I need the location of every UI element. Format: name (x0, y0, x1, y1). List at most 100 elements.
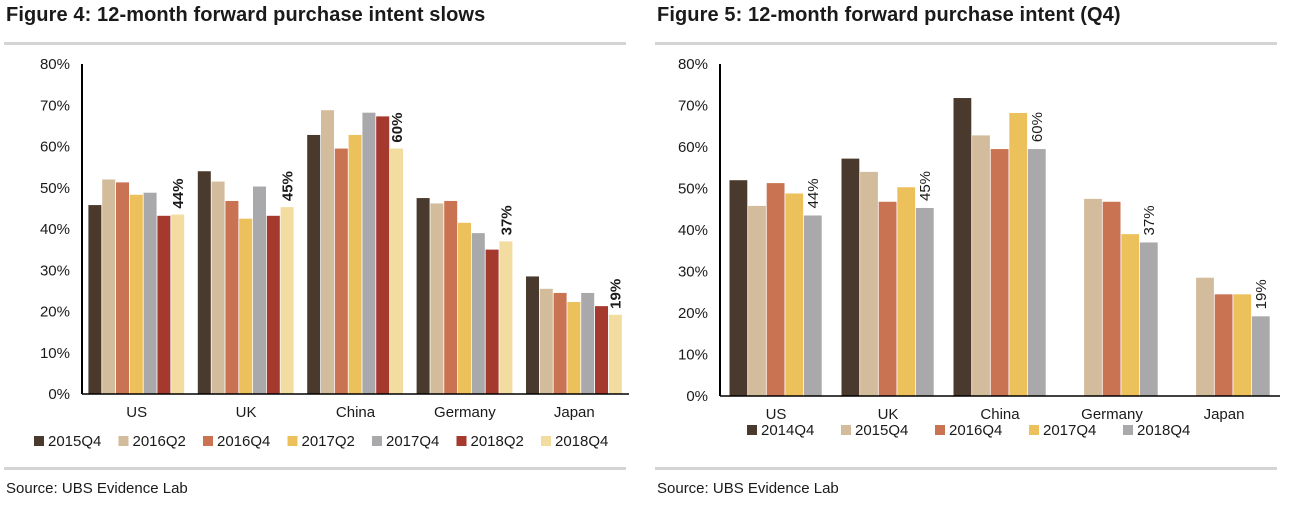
category-label: Germany (1081, 406, 1143, 423)
figure-5-source: Source: UBS Evidence Lab (657, 480, 839, 497)
legend-swatch (456, 436, 467, 446)
legend-swatch (841, 425, 851, 435)
data-label: 44% (170, 179, 187, 209)
legend-swatch (1123, 425, 1133, 435)
bar-2018Q4-US (171, 214, 185, 394)
legend-swatch (118, 436, 129, 446)
y-tick-label: 0% (686, 388, 708, 405)
y-tick-label: 30% (678, 264, 708, 281)
legend-label: 2014Q4 (761, 422, 814, 439)
y-tick-label: 60% (40, 139, 70, 156)
bar-2016Q2-US (102, 179, 116, 394)
legend-label: 2017Q4 (1043, 422, 1096, 439)
category-label: US (766, 406, 787, 423)
bar-2018Q4-China (1027, 149, 1046, 396)
bar-2015Q4-Germany (1084, 198, 1102, 396)
bar-2016Q2-Japan (539, 288, 553, 394)
legend-label: 2017Q4 (386, 433, 439, 450)
category-label: China (980, 406, 1020, 423)
y-tick-label: 40% (678, 222, 708, 239)
bar-2017Q2-Japan (567, 302, 581, 394)
legend-label: 2015Q4 (48, 433, 101, 450)
bar-2017Q4-Japan (581, 292, 595, 394)
y-tick-label: 70% (678, 98, 708, 115)
figure-4-source: Source: UBS Evidence Lab (6, 480, 188, 497)
bar-2016Q4-US (766, 183, 785, 396)
figure-4-bottom-rule (4, 467, 626, 470)
bar-2017Q4-Germany (471, 233, 485, 394)
bar-2016Q4-Japan (553, 292, 567, 394)
bar-2014Q4-China (953, 98, 972, 396)
bar-2016Q2-UK (211, 181, 225, 394)
figure-5-title: Figure 5: 12-month forward purchase inte… (657, 4, 1121, 26)
figure-4-title: Figure 4: 12-month forward purchase inte… (6, 4, 486, 26)
bar-2015Q4-China (972, 135, 990, 396)
y-tick-label: 20% (40, 304, 70, 321)
data-label: 60% (389, 113, 406, 143)
bar-2017Q4-UK (253, 186, 266, 394)
bar-2017Q4-China (362, 112, 376, 395)
bar-2016Q4-Germany (444, 200, 458, 394)
y-tick-label: 70% (40, 97, 70, 114)
y-tick-label: 80% (678, 56, 708, 73)
bar-2018Q4-Germany (499, 241, 513, 394)
figure-5-top-rule (655, 42, 1277, 45)
bar-2018Q4-UK (915, 208, 934, 396)
y-tick-label: 10% (678, 347, 708, 364)
bar-2018Q2-Germany (485, 249, 499, 394)
bar-2018Q2-China (376, 116, 390, 394)
bar-2017Q4-Germany (1121, 234, 1140, 396)
figure-4-panel: Figure 4: 12-month forward purchase inte… (4, 0, 629, 513)
bar-2017Q4-China (1009, 112, 1028, 396)
bar-2016Q4-China (334, 148, 348, 394)
data-label: 45% (917, 171, 934, 201)
bar-2017Q2-US (129, 194, 143, 394)
figure-4-chart: 0% 10% 20% 30% 40% 50% 60% 70% 80% 44% 45% 60% 37% 19… (34, 56, 629, 450)
legend-label: 2017Q2 (302, 433, 355, 450)
legend-swatch (935, 425, 945, 435)
legend-swatch (747, 425, 757, 435)
legend-swatch (203, 436, 213, 446)
bar-2018Q4-UK (280, 207, 294, 394)
category-label: Germany (434, 404, 496, 421)
bar-2018Q4-Japan (608, 314, 622, 394)
bar-2014Q4-US (729, 180, 748, 396)
data-label: 37% (498, 205, 515, 235)
data-label: 60% (1029, 112, 1046, 142)
category-label: Japan (554, 404, 595, 421)
bar-2015Q4-UK (197, 171, 211, 394)
data-label: 19% (1253, 279, 1270, 309)
bar-2018Q4-Germany (1139, 242, 1158, 396)
y-tick-label: 40% (40, 221, 70, 238)
bar-2018Q4-US (803, 215, 822, 396)
legend-label: 2018Q4 (1137, 422, 1190, 439)
category-label: UK (236, 404, 257, 421)
bar-2015Q4-Japan (526, 276, 539, 394)
y-tick-label: 60% (678, 139, 708, 156)
bar-2018Q4-Japan (1251, 316, 1270, 396)
legend-swatch (1029, 425, 1039, 435)
bar-2015Q4-China (307, 134, 321, 394)
figure-4-top-rule (4, 42, 626, 45)
legend-label: 2016Q4 (949, 422, 1002, 439)
bar-2015Q4-Japan (1196, 277, 1214, 396)
bar-2016Q4-UK (878, 201, 897, 396)
y-tick-label: 10% (40, 345, 70, 362)
bar-2017Q4-US (143, 192, 157, 394)
figure-5-panel: Figure 5: 12-month forward purchase inte… (655, 0, 1280, 513)
figure-5-bottom-rule (655, 467, 1277, 470)
data-label: 37% (1141, 205, 1158, 235)
bar-2018Q2-UK (266, 215, 280, 394)
bar-2016Q4-Germany (1102, 201, 1121, 396)
bar-2017Q2-China (348, 134, 362, 394)
bar-2016Q2-China (321, 110, 334, 394)
legend-label: 2015Q4 (855, 422, 908, 439)
y-tick-label: 50% (40, 180, 70, 197)
bar-2017Q4-UK (897, 187, 916, 396)
bar-2016Q4-US (116, 182, 129, 394)
bar-2015Q4-UK (860, 171, 878, 396)
y-tick-label: 30% (40, 262, 70, 279)
bar-2015Q4-US (88, 205, 102, 394)
legend-label: 2016Q4 (217, 433, 270, 450)
bar-2016Q4-China (990, 149, 1009, 396)
